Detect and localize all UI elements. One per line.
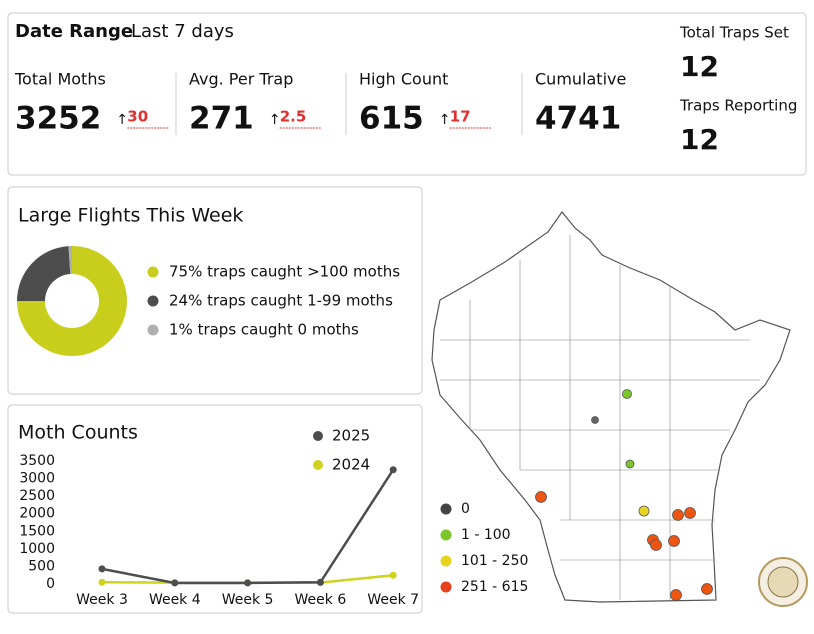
- traps-value: 12: [680, 50, 719, 83]
- kpi-value: 3252: [15, 101, 101, 137]
- legend-label: 75% traps caught >100 moths: [169, 263, 400, 281]
- kpi-value: 615: [359, 101, 424, 137]
- date-range-value: Last 7 days: [131, 21, 234, 42]
- y-tick-label: 0: [46, 576, 55, 592]
- kpi-value: 4741: [535, 101, 621, 137]
- line-point: [98, 578, 106, 586]
- map: [431, 211, 808, 607]
- legend-swatch: [147, 295, 159, 307]
- y-tick-label: 2000: [19, 506, 55, 522]
- counts-panel: [7, 404, 423, 614]
- y-tick-label: 3500: [19, 453, 55, 469]
- x-tick-label: Week 4: [149, 592, 201, 608]
- map-legend-label: 0: [461, 501, 470, 517]
- legend-swatch: [147, 266, 159, 278]
- y-tick-label: 2500: [19, 488, 55, 504]
- kpi-label: High Count: [359, 70, 448, 89]
- chart-title: Large Flights This Week: [18, 205, 243, 227]
- x-tick-label: Week 5: [222, 592, 274, 608]
- x-tick-label: Week 7: [367, 592, 419, 608]
- kpi-change: 30: [127, 108, 148, 126]
- kpi-change: 17: [450, 108, 471, 126]
- kpi-arrow: ↑: [439, 112, 451, 128]
- pie-slice: [68, 246, 72, 275]
- kpi-value: 271: [189, 101, 254, 137]
- kpi-arrow: ↑: [269, 112, 281, 128]
- kpi-label: Total Moths: [14, 70, 106, 89]
- line-point: [98, 565, 106, 573]
- line-point: [389, 571, 397, 579]
- traps-label: Traps Reporting: [679, 97, 797, 115]
- legend-swatch: [147, 324, 159, 336]
- legend-label: 1% traps caught 0 moths: [169, 321, 359, 339]
- legend-label: 2025: [332, 427, 370, 445]
- line-point: [316, 578, 324, 586]
- traps-value: 12: [680, 123, 719, 156]
- line-point: [389, 466, 397, 474]
- line-point: [171, 579, 179, 587]
- map-legend-swatch: [440, 529, 452, 541]
- map-legend-swatch: [440, 555, 452, 567]
- map-legend-label: 101 - 250: [461, 553, 528, 569]
- map-legend-label: 251 - 615: [461, 579, 528, 595]
- date-range-label: Date Range: [15, 21, 133, 42]
- pie-slice: [17, 246, 127, 356]
- kpi-label: Cumulative: [535, 70, 626, 89]
- legend-swatch: [313, 431, 323, 441]
- y-tick-label: 3000: [19, 471, 55, 487]
- y-tick-label: 1500: [19, 523, 55, 539]
- legend-label: 24% traps caught 1-99 moths: [169, 292, 393, 310]
- y-tick-label: 1000: [19, 541, 55, 557]
- pie-slice: [17, 246, 71, 301]
- x-tick-label: Week 3: [76, 592, 128, 608]
- kpi-change: 2.5: [280, 108, 307, 126]
- traps-label: Total Traps Set: [679, 24, 789, 42]
- map-legend-label: 1 - 100: [461, 527, 511, 543]
- legend-label: 2024: [332, 456, 370, 474]
- kpi-label: Avg. Per Trap: [189, 70, 293, 89]
- summary-panel: [7, 12, 807, 176]
- kpi-arrow: ↑: [116, 112, 128, 128]
- chart-title: Moth Counts: [18, 422, 138, 444]
- x-tick-label: Week 6: [295, 592, 347, 608]
- y-tick-label: 500: [28, 558, 55, 574]
- flights-panel: [7, 186, 423, 395]
- map-legend-swatch: [440, 581, 452, 593]
- legend-swatch: [313, 460, 323, 470]
- map-legend-swatch: [440, 503, 452, 515]
- line-point: [244, 579, 252, 587]
